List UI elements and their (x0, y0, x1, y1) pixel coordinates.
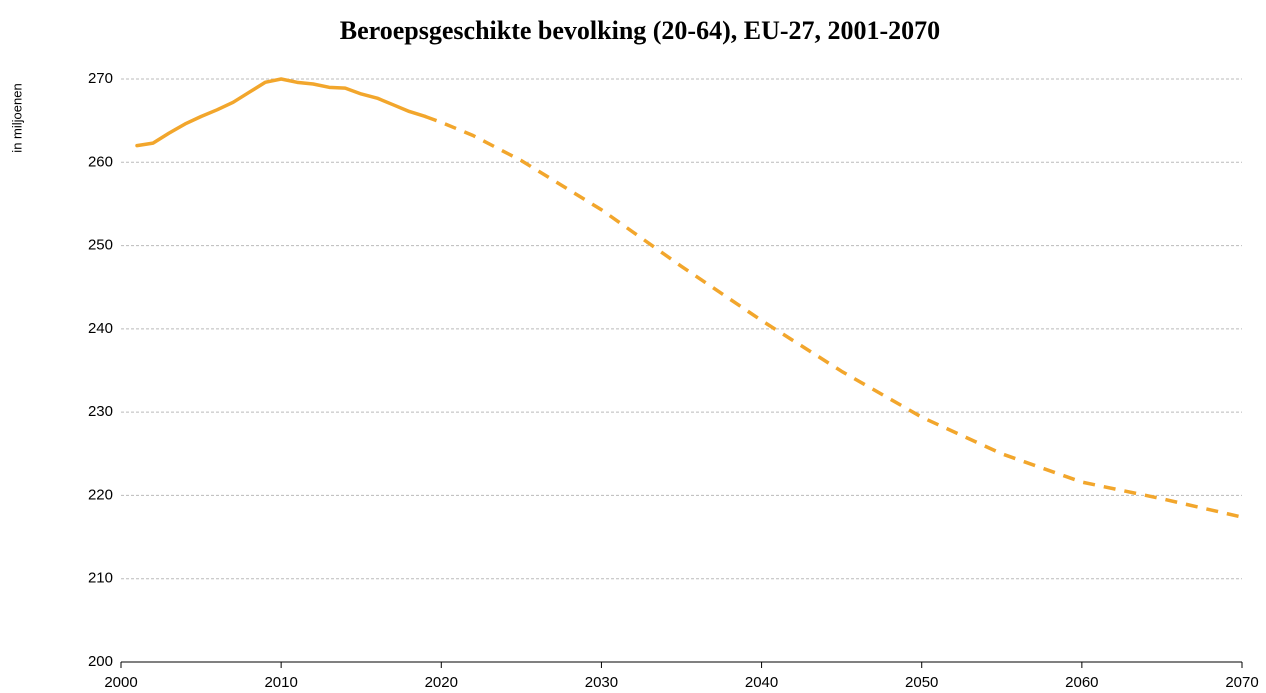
x-tick-label: 2000 (104, 674, 137, 691)
y-tick-label: 220 (88, 486, 113, 503)
data-line (135, 77, 428, 148)
x-tick-label: 2050 (905, 674, 938, 691)
data-line (424, 114, 1243, 519)
y-tick-label: 210 (88, 570, 113, 587)
y-axis-label: in miljoenen (9, 83, 24, 152)
x-tick-label: 2040 (745, 674, 778, 691)
y-tick-label: 200 (88, 653, 113, 670)
x-tick-label: 2030 (585, 674, 618, 691)
x-tick-label: 2070 (1225, 674, 1258, 691)
chart-title: Beroepsgeschikte bevolking (20-64), EU-2… (340, 16, 940, 45)
y-tick-label: 240 (88, 320, 113, 337)
y-tick-label: 230 (88, 403, 113, 420)
x-tick-label: 2010 (264, 674, 297, 691)
y-tick-label: 250 (88, 237, 113, 254)
x-tick-label: 2020 (425, 674, 458, 691)
y-tick-label: 260 (88, 153, 113, 170)
y-tick-label: 270 (88, 70, 113, 87)
x-tick-label: 2060 (1065, 674, 1098, 691)
